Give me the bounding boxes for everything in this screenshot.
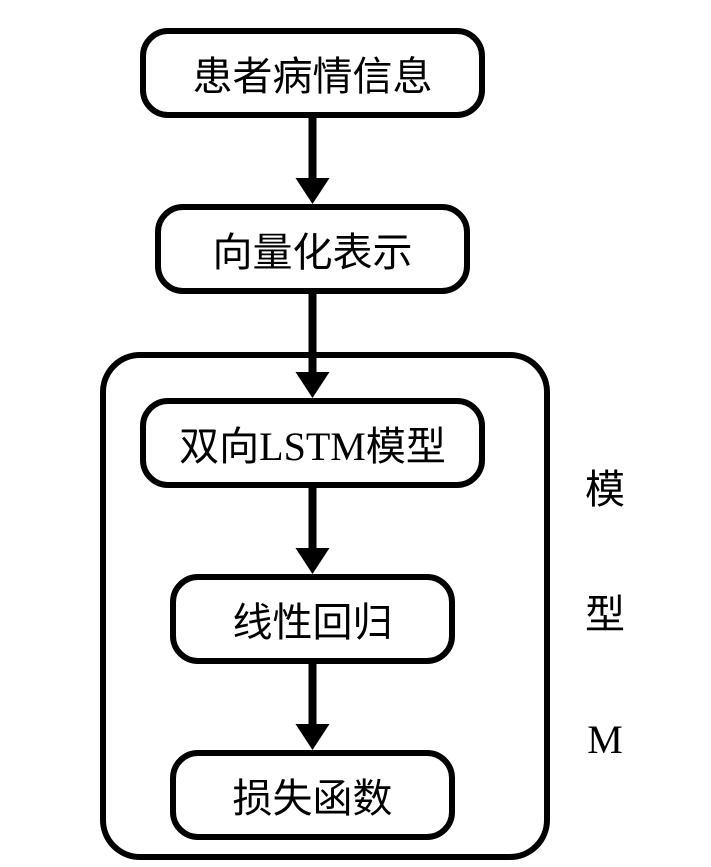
flow-node-label: 患者病情信息: [193, 44, 433, 102]
model-side-label-char: 模: [585, 470, 625, 510]
flow-node-n5: 损失函数: [170, 750, 455, 840]
model-side-label: 模型 M: [580, 470, 630, 760]
flow-node-n4: 线性回归: [170, 574, 455, 664]
flow-node-label: 线性回归: [233, 590, 393, 648]
flow-node-label: 损失函数: [233, 766, 393, 824]
arrow-head-0: [296, 178, 330, 204]
flow-node-n1: 患者病情信息: [140, 28, 485, 118]
flow-node-label: 向量化表示: [213, 220, 413, 278]
model-side-label-char: 型: [585, 595, 625, 635]
flow-node-label: 双向LSTM模型: [179, 414, 446, 472]
arrow-head-1: [296, 372, 330, 398]
arrow-head-2: [296, 548, 330, 574]
model-side-label-char: M: [587, 720, 623, 760]
arrow-head-3: [296, 724, 330, 750]
flow-node-n2: 向量化表示: [155, 204, 470, 294]
flow-node-n3: 双向LSTM模型: [140, 398, 485, 488]
